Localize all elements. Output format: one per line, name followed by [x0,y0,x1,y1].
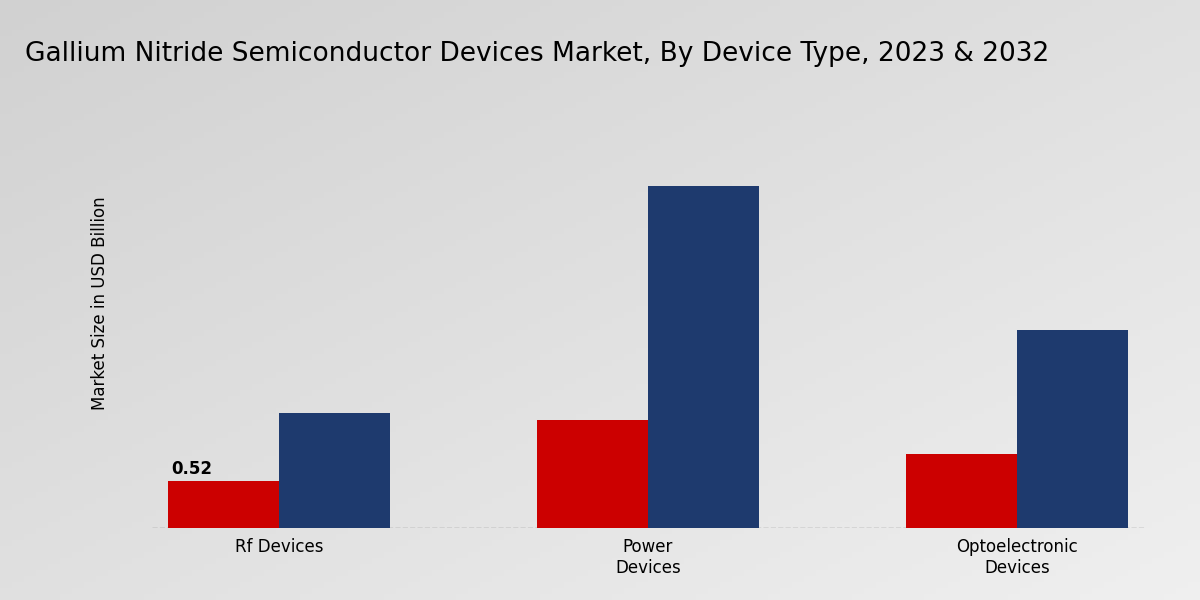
Text: 0.52: 0.52 [172,460,212,478]
Bar [278,413,390,528]
Bar [168,481,278,528]
Bar [538,420,648,528]
Y-axis label: Market Size in USD Billion: Market Size in USD Billion [91,196,109,410]
Bar [906,454,1018,528]
Bar [1018,330,1128,528]
Bar [648,186,758,528]
Text: Gallium Nitride Semiconductor Devices Market, By Device Type, 2023 & 2032: Gallium Nitride Semiconductor Devices Ma… [25,41,1049,67]
